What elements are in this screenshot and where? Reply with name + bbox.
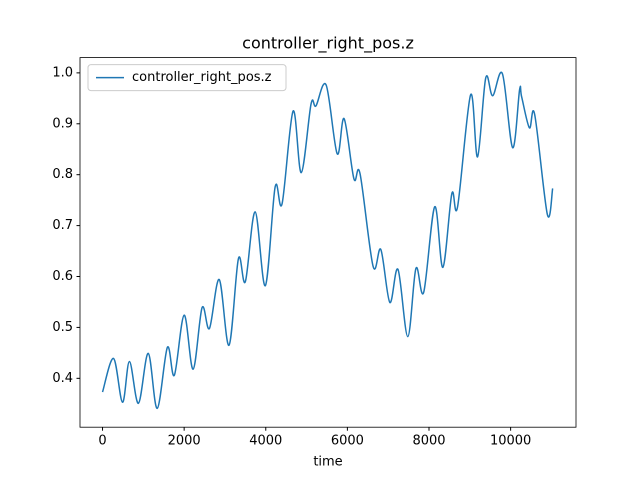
y-tick-label: 0.8 — [52, 167, 73, 182]
legend-label: controller_right_pos.z — [132, 70, 272, 85]
x-tick-label: 0 — [98, 434, 106, 449]
x-axis-label: time — [313, 455, 342, 470]
x-tick-label: 6000 — [331, 434, 364, 449]
y-tick-label: 1.0 — [52, 65, 73, 80]
x-tick-label: 8000 — [412, 434, 445, 449]
y-tick-label: 0.5 — [52, 320, 73, 335]
y-tick-label: 0.7 — [52, 218, 73, 233]
plot-frame — [79, 57, 577, 428]
x-tick-label: 4000 — [249, 434, 282, 449]
y-tick-label: 0.6 — [52, 269, 73, 284]
x-tick-label: 10000 — [490, 434, 531, 449]
chart-title: controller_right_pos.z — [242, 34, 414, 54]
y-tick-label: 0.9 — [52, 116, 73, 131]
y-tick-label: 0.4 — [52, 371, 73, 386]
data-line — [101, 71, 554, 410]
x-tick-label: 2000 — [168, 434, 201, 449]
legend-box — [87, 64, 287, 92]
